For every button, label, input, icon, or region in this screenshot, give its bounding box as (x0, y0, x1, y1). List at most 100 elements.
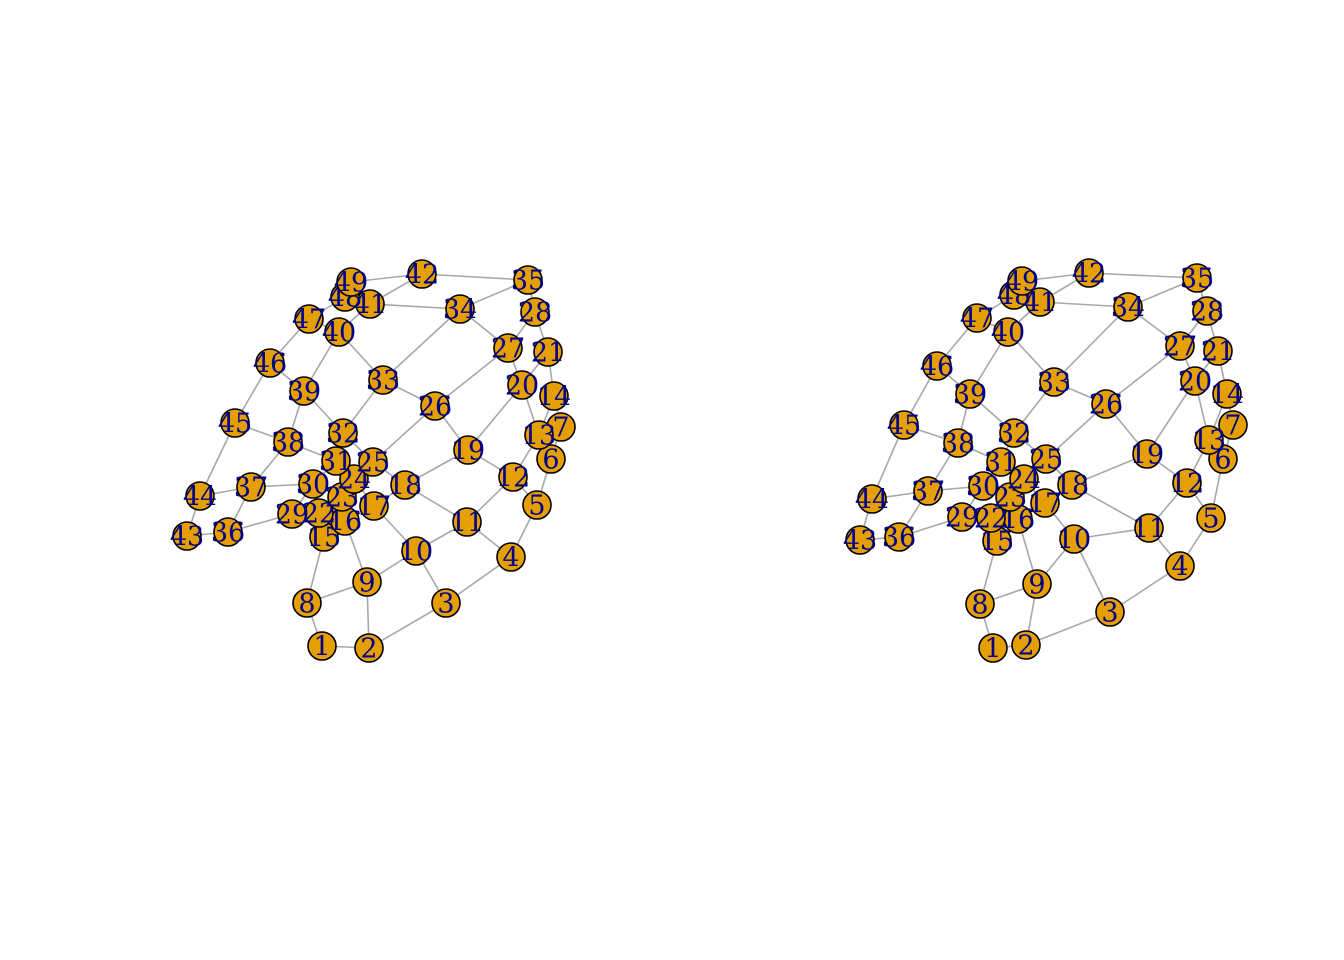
node-19: 19 (451, 436, 485, 467)
node-9: 9 (1023, 570, 1051, 601)
node-label: 31 (984, 448, 1018, 479)
node-label: 25 (356, 448, 390, 479)
node-29: 29 (275, 500, 309, 531)
node-47: 47 (960, 304, 994, 335)
node-label: 2 (360, 634, 377, 665)
node-label: 29 (945, 503, 979, 534)
node-26: 26 (1089, 390, 1123, 421)
node-label: 27 (491, 334, 525, 365)
node-37: 37 (911, 477, 945, 508)
node-label: 38 (941, 429, 975, 460)
node-label: 7 (1224, 411, 1241, 442)
node-label: 5 (528, 491, 545, 522)
node-label: 4 (502, 543, 519, 574)
node-2: 2 (355, 634, 383, 665)
node-32: 32 (326, 419, 360, 450)
node-label: 9 (358, 568, 375, 599)
node-26: 26 (418, 392, 452, 423)
node-31: 31 (319, 447, 353, 478)
node-11: 11 (450, 508, 484, 539)
node-label: 11 (450, 508, 484, 539)
node-46: 46 (253, 349, 287, 380)
node-label: 34 (1111, 293, 1145, 324)
left-network-graph: 1 234567891011121314151617181920212223242… (170, 260, 575, 665)
node-label: 43 (170, 522, 204, 553)
node-10: 10 (1057, 525, 1091, 556)
node-40: 40 (991, 318, 1025, 349)
node-9: 9 (353, 568, 381, 599)
node-12: 12 (1170, 469, 1204, 500)
node-label: 35 (511, 266, 545, 297)
node-label: 46 (253, 349, 287, 380)
node-label: 45 (218, 409, 252, 440)
node-14: 14 (1210, 380, 1244, 411)
node-36: 36 (882, 523, 916, 554)
node-label: 40 (322, 318, 356, 349)
node-11: 11 (1132, 514, 1166, 545)
node-label: 49 (1005, 267, 1039, 298)
node-4: 4 (1166, 552, 1194, 583)
node-43: 43 (170, 522, 204, 553)
node-42: 42 (1072, 259, 1106, 290)
node-label: 31 (319, 447, 353, 478)
node-label: 4 (1171, 552, 1188, 583)
node-38: 38 (271, 428, 305, 459)
node-49: 49 (334, 268, 368, 299)
node-35: 35 (511, 266, 545, 297)
node-38: 38 (941, 429, 975, 460)
node-33: 33 (366, 366, 400, 397)
node-label: 19 (1130, 440, 1164, 471)
node-45: 45 (887, 411, 921, 442)
node-label: 33 (1037, 368, 1071, 399)
node-label: 10 (399, 537, 433, 568)
node-25: 25 (356, 448, 390, 479)
node-34: 34 (1111, 293, 1145, 324)
node-label: 35 (1180, 264, 1214, 295)
node-label: 25 (1029, 445, 1063, 476)
node-27: 27 (1163, 332, 1197, 363)
node-label: 18 (388, 471, 422, 502)
node-label: 42 (1072, 259, 1106, 290)
node-label: 29 (275, 500, 309, 531)
node-47: 47 (292, 305, 326, 336)
node-8: 8 (293, 589, 321, 620)
node-label: 43 (843, 526, 877, 557)
node-label: 12 (496, 463, 530, 494)
node-label: 34 (443, 295, 477, 326)
node-label: 14 (537, 382, 571, 413)
node-27: 27 (491, 334, 525, 365)
node-3: 3 (432, 589, 460, 620)
node-33: 33 (1037, 368, 1071, 399)
node-28: 28 (518, 298, 552, 329)
node-3: 3 (1096, 598, 1124, 629)
node-label: 47 (960, 304, 994, 335)
node-17: 17 (357, 492, 391, 523)
node-29: 29 (945, 503, 979, 534)
node-label: 26 (1089, 390, 1123, 421)
node-label: 19 (451, 436, 485, 467)
node-label: 5 (1202, 504, 1219, 535)
node-label: 45 (887, 411, 921, 442)
node-label: 47 (292, 305, 326, 336)
node-label: 26 (418, 392, 452, 423)
node-label: 21 (531, 338, 565, 369)
node-21: 21 (531, 338, 565, 369)
node-label: 12 (1170, 469, 1204, 500)
node-label: 3 (1101, 598, 1118, 629)
node-label: 32 (326, 419, 360, 450)
node-label: 2 (1017, 631, 1034, 662)
node-34: 34 (443, 295, 477, 326)
node-20: 20 (1178, 367, 1212, 398)
node-label: 8 (298, 589, 315, 620)
node-5: 5 (523, 491, 551, 522)
node-1: 1 (979, 634, 1007, 665)
node-label: 46 (920, 352, 954, 383)
node-label: 1 (984, 634, 1001, 665)
node-35: 35 (1180, 264, 1214, 295)
node-label: 38 (271, 428, 305, 459)
node-label: 44 (855, 485, 889, 516)
node-label: 36 (211, 518, 245, 549)
node-21: 21 (1201, 337, 1235, 368)
node-label: 32 (997, 419, 1031, 450)
